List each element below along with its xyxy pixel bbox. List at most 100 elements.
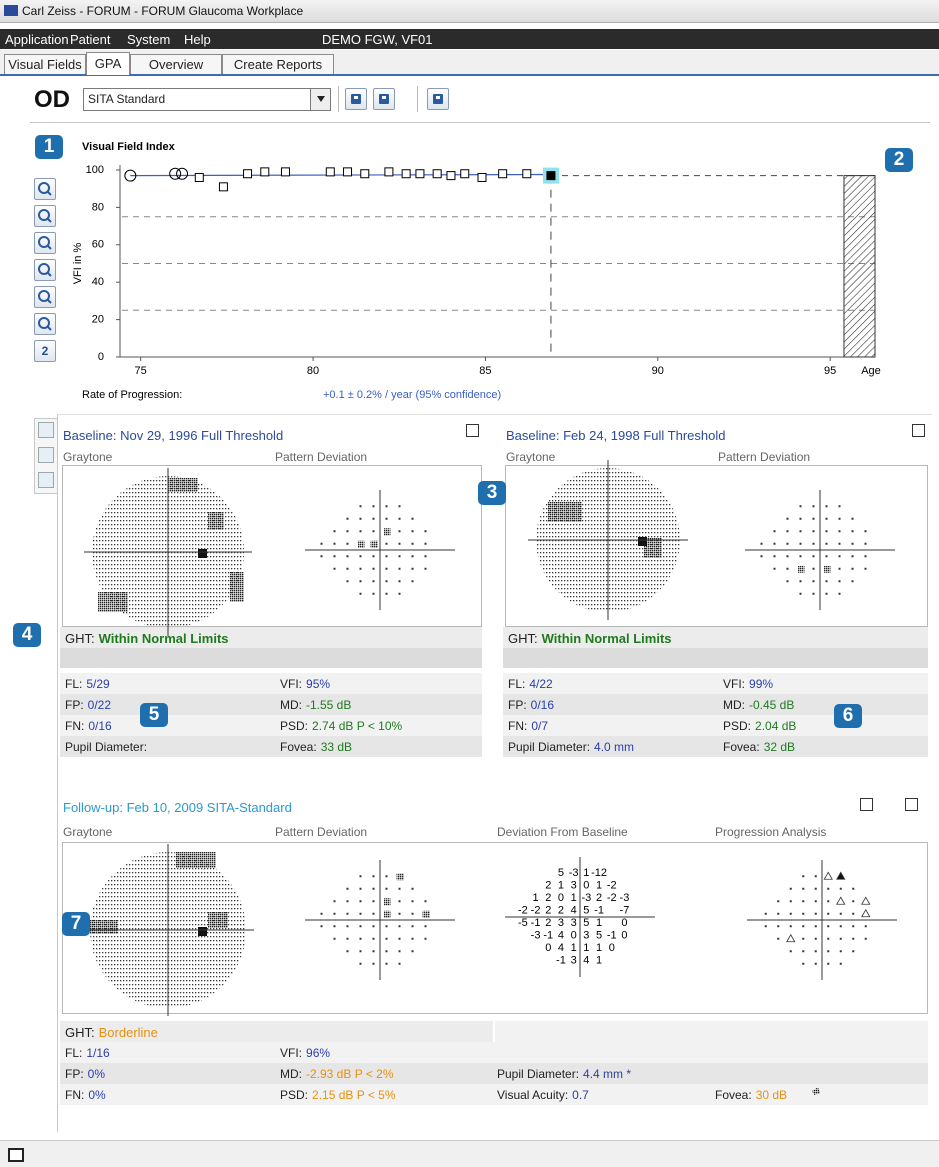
plot-label: Graytone: [506, 450, 555, 464]
stat-label: FL:: [65, 677, 82, 691]
chart-tool-button[interactable]: [34, 313, 56, 335]
stat-label: PSD:: [723, 719, 751, 733]
vfi-chart: Visual Field IndexVFI in %02040608010075…: [0, 125, 939, 410]
stat-label: VFI:: [280, 1046, 302, 1060]
plot-label: Progression Analysis: [715, 825, 826, 839]
x-tick-label: 85: [479, 365, 491, 377]
toolbar-button[interactable]: [373, 88, 395, 110]
stats-row: [60, 1084, 928, 1105]
chart-tool-button[interactable]: [34, 178, 56, 200]
toolbar-sep: [417, 86, 418, 112]
ght-label: GHT:: [508, 631, 538, 646]
annotation-badge: 7: [62, 912, 90, 936]
field-box: [62, 465, 482, 627]
app-icon: [4, 5, 18, 16]
ght-label: GHT:: [65, 631, 95, 646]
ght-row: [495, 1021, 928, 1042]
chart-title: Visual Field Index: [82, 141, 176, 153]
ght-value: Within Normal Limits: [542, 631, 672, 646]
tab[interactable]: Visual Fields: [4, 54, 86, 74]
stat-cell: VFI:96%: [280, 1046, 330, 1060]
stat-value: 0%: [88, 1088, 105, 1102]
plot-label: Deviation From Baseline: [497, 825, 628, 839]
stat-label: PSD:: [280, 719, 308, 733]
stat-cell: Fovea:33 dB: [280, 740, 352, 754]
y-tick-label: 20: [92, 314, 104, 326]
plot-label: Pattern Deviation: [275, 450, 367, 464]
plot-label: Graytone: [63, 450, 112, 464]
x-axis-label: Age: [861, 365, 881, 377]
y-tick-label: 0: [98, 351, 104, 363]
stat-value: 2.04 dB: [755, 719, 796, 733]
stat-label: FP:: [65, 1067, 84, 1081]
followup-title: Follow-up: Feb 10, 2009 SITA-Standard: [63, 800, 292, 815]
chart-tool-button[interactable]: [34, 286, 56, 308]
stat-cell: Pupil Diameter:4.0 mm: [508, 740, 634, 754]
chart-tool-button[interactable]: [34, 259, 56, 281]
chart-tool-button[interactable]: 2: [34, 340, 56, 362]
y-tick-label: 80: [92, 201, 104, 213]
stat-cell: Fovea: 32 dB: [723, 740, 795, 754]
stat-cell: MD:-1.55 dB: [280, 698, 351, 712]
vfi-point: [447, 172, 455, 180]
stats-row: [503, 715, 928, 736]
stat-value: 0/16: [88, 719, 111, 733]
edit-icon[interactable]: [466, 424, 479, 437]
menu-item[interactable]: Patient: [70, 32, 110, 47]
stat-value: 1/16: [86, 1046, 109, 1060]
stat-label: Pupil Diameter:: [65, 740, 147, 754]
baseline-title: Baseline: Nov 29, 1996 Full Threshold: [63, 428, 283, 443]
x-tick-label: 75: [135, 365, 147, 377]
ght: GHT:Within Normal Limits: [65, 631, 229, 646]
vfi-point: [195, 173, 203, 181]
strategy-dropdown[interactable]: SITA Standard: [83, 88, 315, 111]
vfi-point: [461, 170, 469, 178]
menu-item[interactable]: System: [127, 32, 170, 47]
toolbar-button[interactable]: [345, 88, 367, 110]
stat-cell: FL:5/29: [65, 677, 110, 691]
vfi-point: [281, 168, 289, 176]
stat-cell: Fovea:30 dB: [715, 1088, 787, 1102]
plot-label: Pattern Deviation: [718, 450, 810, 464]
chart-tool-button[interactable]: [34, 232, 56, 254]
stat-value: 0.7: [572, 1088, 589, 1102]
edit-icon[interactable]: [912, 424, 925, 437]
side-tool[interactable]: [38, 447, 54, 463]
report-frame: [57, 414, 58, 1132]
dropdown-button[interactable]: [310, 88, 331, 111]
tab[interactable]: Create Reports: [222, 54, 334, 74]
projection-bar: [844, 176, 875, 357]
menu-item[interactable]: Help: [184, 32, 211, 47]
ght-spacer: [503, 648, 928, 668]
panel-icon[interactable]: [860, 798, 873, 811]
vfi-point: [478, 173, 486, 181]
app-window: Carl Zeiss - FORUM - FORUM Glaucoma Work…: [0, 0, 939, 1167]
stat-value: 2.74 dB P < 10%: [312, 719, 402, 733]
vfi-point: [326, 168, 334, 176]
stat-label: Fovea:: [723, 740, 760, 754]
annotation-badge: 6: [834, 704, 862, 728]
ght: GHT: Within Normal Limits: [508, 631, 672, 646]
stat-label: Pupil Diameter:: [508, 740, 590, 754]
side-tool[interactable]: [38, 422, 54, 438]
stat-cell: PSD: 2.04 dB: [723, 719, 796, 733]
stat-label: PSD:: [280, 1088, 308, 1102]
status-icon: [8, 1148, 24, 1162]
menu-item[interactable]: Application: [5, 32, 69, 47]
stat-label: MD:: [280, 698, 302, 712]
stat-label: Visual Acuity:: [497, 1088, 568, 1102]
tab[interactable]: GPA: [86, 52, 130, 75]
tab[interactable]: Overview: [130, 54, 222, 74]
toolbar-button[interactable]: [427, 88, 449, 110]
trend-line: [130, 174, 551, 175]
panel-icon[interactable]: [905, 798, 918, 811]
stats-row: [503, 673, 928, 694]
stat-value: 32 dB: [764, 740, 795, 754]
chart-tool-button[interactable]: [34, 205, 56, 227]
stat-cell: Visual Acuity: 0.7: [497, 1088, 589, 1102]
stat-value: 33 dB: [321, 740, 352, 754]
vfi-point: [261, 168, 269, 176]
stat-cell: Pupil Diameter:4.4 mm *: [497, 1067, 631, 1081]
side-tool[interactable]: [38, 472, 54, 488]
stat-cell: FL:1/16: [65, 1046, 110, 1060]
